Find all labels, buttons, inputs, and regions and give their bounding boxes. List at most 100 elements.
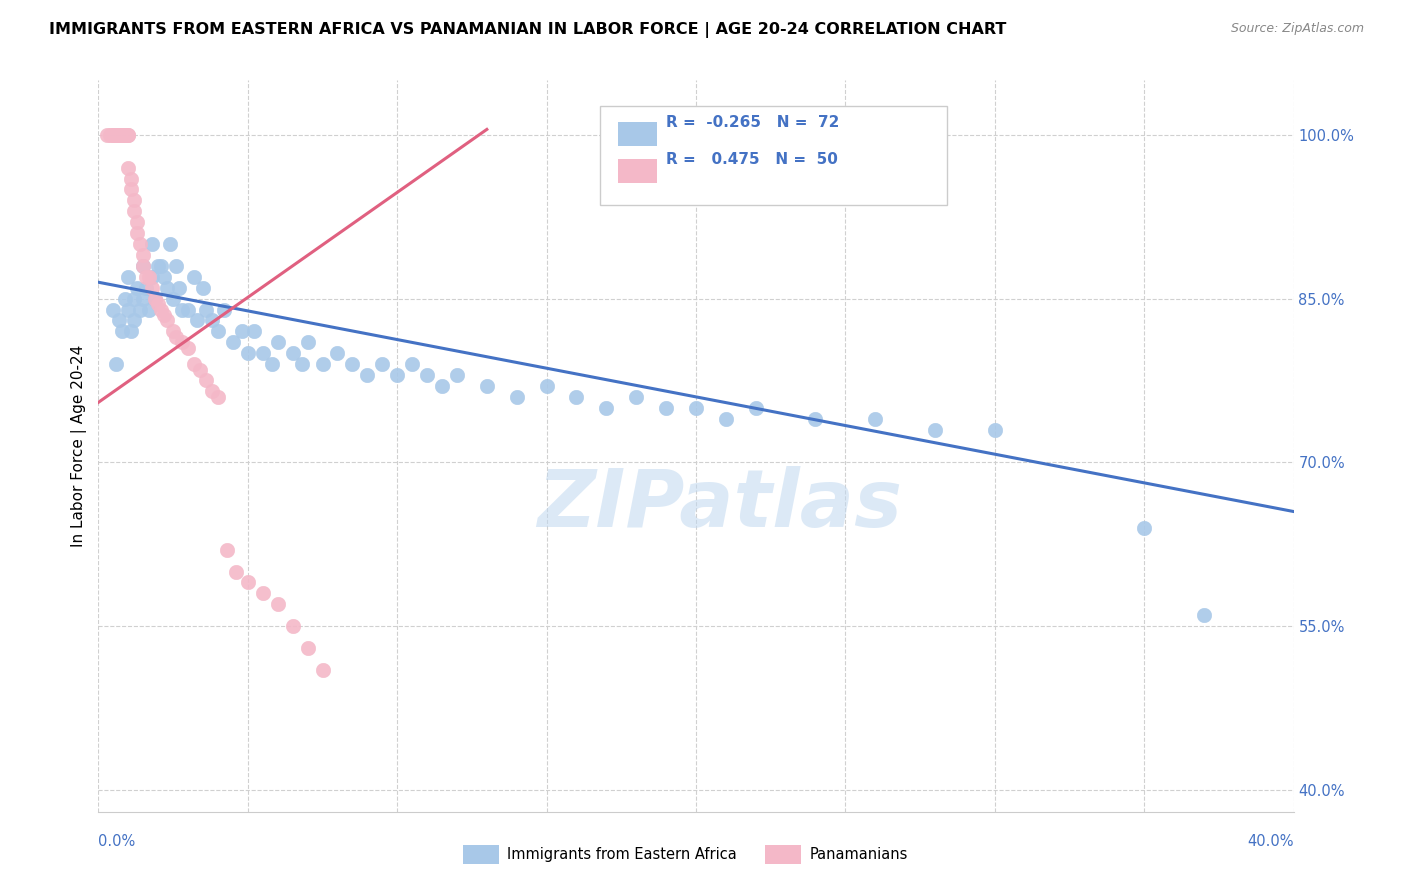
Text: Source: ZipAtlas.com: Source: ZipAtlas.com bbox=[1230, 22, 1364, 36]
Point bbox=[236, 346, 259, 360]
Point bbox=[984, 423, 1007, 437]
Point bbox=[153, 269, 176, 284]
Point bbox=[127, 281, 149, 295]
Point bbox=[291, 357, 314, 371]
Point bbox=[135, 269, 157, 284]
Point bbox=[143, 292, 166, 306]
Point bbox=[111, 128, 134, 142]
Point bbox=[371, 357, 394, 371]
Point bbox=[129, 302, 152, 317]
Point bbox=[212, 302, 235, 317]
Point bbox=[135, 281, 157, 295]
Point bbox=[103, 302, 125, 317]
Point bbox=[111, 128, 134, 142]
Point bbox=[536, 379, 558, 393]
Point bbox=[150, 259, 173, 273]
Point bbox=[138, 269, 160, 284]
Point bbox=[148, 297, 170, 311]
Point bbox=[416, 368, 439, 382]
Point bbox=[117, 269, 139, 284]
Point bbox=[188, 362, 211, 376]
Point bbox=[156, 281, 179, 295]
Point bbox=[207, 390, 229, 404]
Point bbox=[105, 128, 128, 142]
Point bbox=[129, 237, 152, 252]
Point bbox=[120, 171, 142, 186]
Point bbox=[111, 324, 134, 338]
Text: R =  -0.265   N =  72: R = -0.265 N = 72 bbox=[666, 115, 839, 130]
Point bbox=[124, 313, 146, 327]
Point bbox=[267, 597, 290, 611]
Point bbox=[430, 379, 453, 393]
Point bbox=[260, 357, 283, 371]
Point bbox=[231, 324, 253, 338]
Point bbox=[117, 128, 139, 142]
Point bbox=[108, 128, 131, 142]
Point bbox=[565, 390, 588, 404]
Point bbox=[215, 542, 238, 557]
Point bbox=[183, 269, 205, 284]
Point bbox=[162, 324, 184, 338]
FancyBboxPatch shape bbox=[463, 846, 499, 864]
Point bbox=[177, 302, 200, 317]
Point bbox=[281, 346, 304, 360]
Point bbox=[385, 368, 409, 382]
Point bbox=[506, 390, 529, 404]
Point bbox=[207, 324, 229, 338]
Point bbox=[865, 411, 887, 425]
Point bbox=[186, 313, 208, 327]
Point bbox=[311, 357, 333, 371]
Point bbox=[120, 324, 142, 338]
Point bbox=[714, 411, 737, 425]
Point bbox=[108, 128, 131, 142]
Point bbox=[132, 259, 155, 273]
Point bbox=[177, 341, 200, 355]
Point bbox=[98, 128, 122, 142]
Point bbox=[120, 182, 142, 196]
Point bbox=[114, 292, 136, 306]
Point bbox=[138, 302, 160, 317]
Point bbox=[595, 401, 617, 415]
FancyBboxPatch shape bbox=[619, 122, 657, 146]
Point bbox=[127, 215, 149, 229]
Point bbox=[804, 411, 827, 425]
Y-axis label: In Labor Force | Age 20-24: In Labor Force | Age 20-24 bbox=[72, 345, 87, 547]
Point bbox=[1192, 608, 1215, 623]
Point bbox=[252, 586, 274, 600]
Point bbox=[96, 128, 118, 142]
Point bbox=[297, 335, 319, 350]
Text: R =   0.475   N =  50: R = 0.475 N = 50 bbox=[666, 152, 838, 167]
Point bbox=[685, 401, 707, 415]
Point bbox=[127, 226, 149, 240]
FancyBboxPatch shape bbox=[600, 106, 948, 204]
Point bbox=[342, 357, 364, 371]
Point bbox=[124, 204, 146, 219]
Point bbox=[191, 281, 214, 295]
Point bbox=[401, 357, 423, 371]
Point bbox=[105, 128, 128, 142]
Point bbox=[141, 237, 163, 252]
Point bbox=[103, 128, 125, 142]
Text: 0.0%: 0.0% bbox=[98, 833, 135, 848]
Text: ZIPatlas: ZIPatlas bbox=[537, 466, 903, 543]
Point bbox=[745, 401, 768, 415]
Point bbox=[172, 302, 194, 317]
Point bbox=[195, 374, 218, 388]
Point bbox=[297, 640, 319, 655]
Point bbox=[222, 335, 245, 350]
Point bbox=[1133, 521, 1156, 535]
Point bbox=[132, 259, 155, 273]
Point bbox=[150, 302, 173, 317]
Point bbox=[156, 313, 179, 327]
Point bbox=[162, 292, 184, 306]
Text: 40.0%: 40.0% bbox=[1247, 833, 1294, 848]
FancyBboxPatch shape bbox=[619, 159, 657, 183]
Point bbox=[924, 423, 946, 437]
Point bbox=[132, 292, 155, 306]
Point bbox=[103, 128, 125, 142]
Point bbox=[165, 330, 187, 344]
Point bbox=[114, 128, 136, 142]
Point bbox=[326, 346, 349, 360]
Point bbox=[195, 302, 218, 317]
Point bbox=[626, 390, 648, 404]
